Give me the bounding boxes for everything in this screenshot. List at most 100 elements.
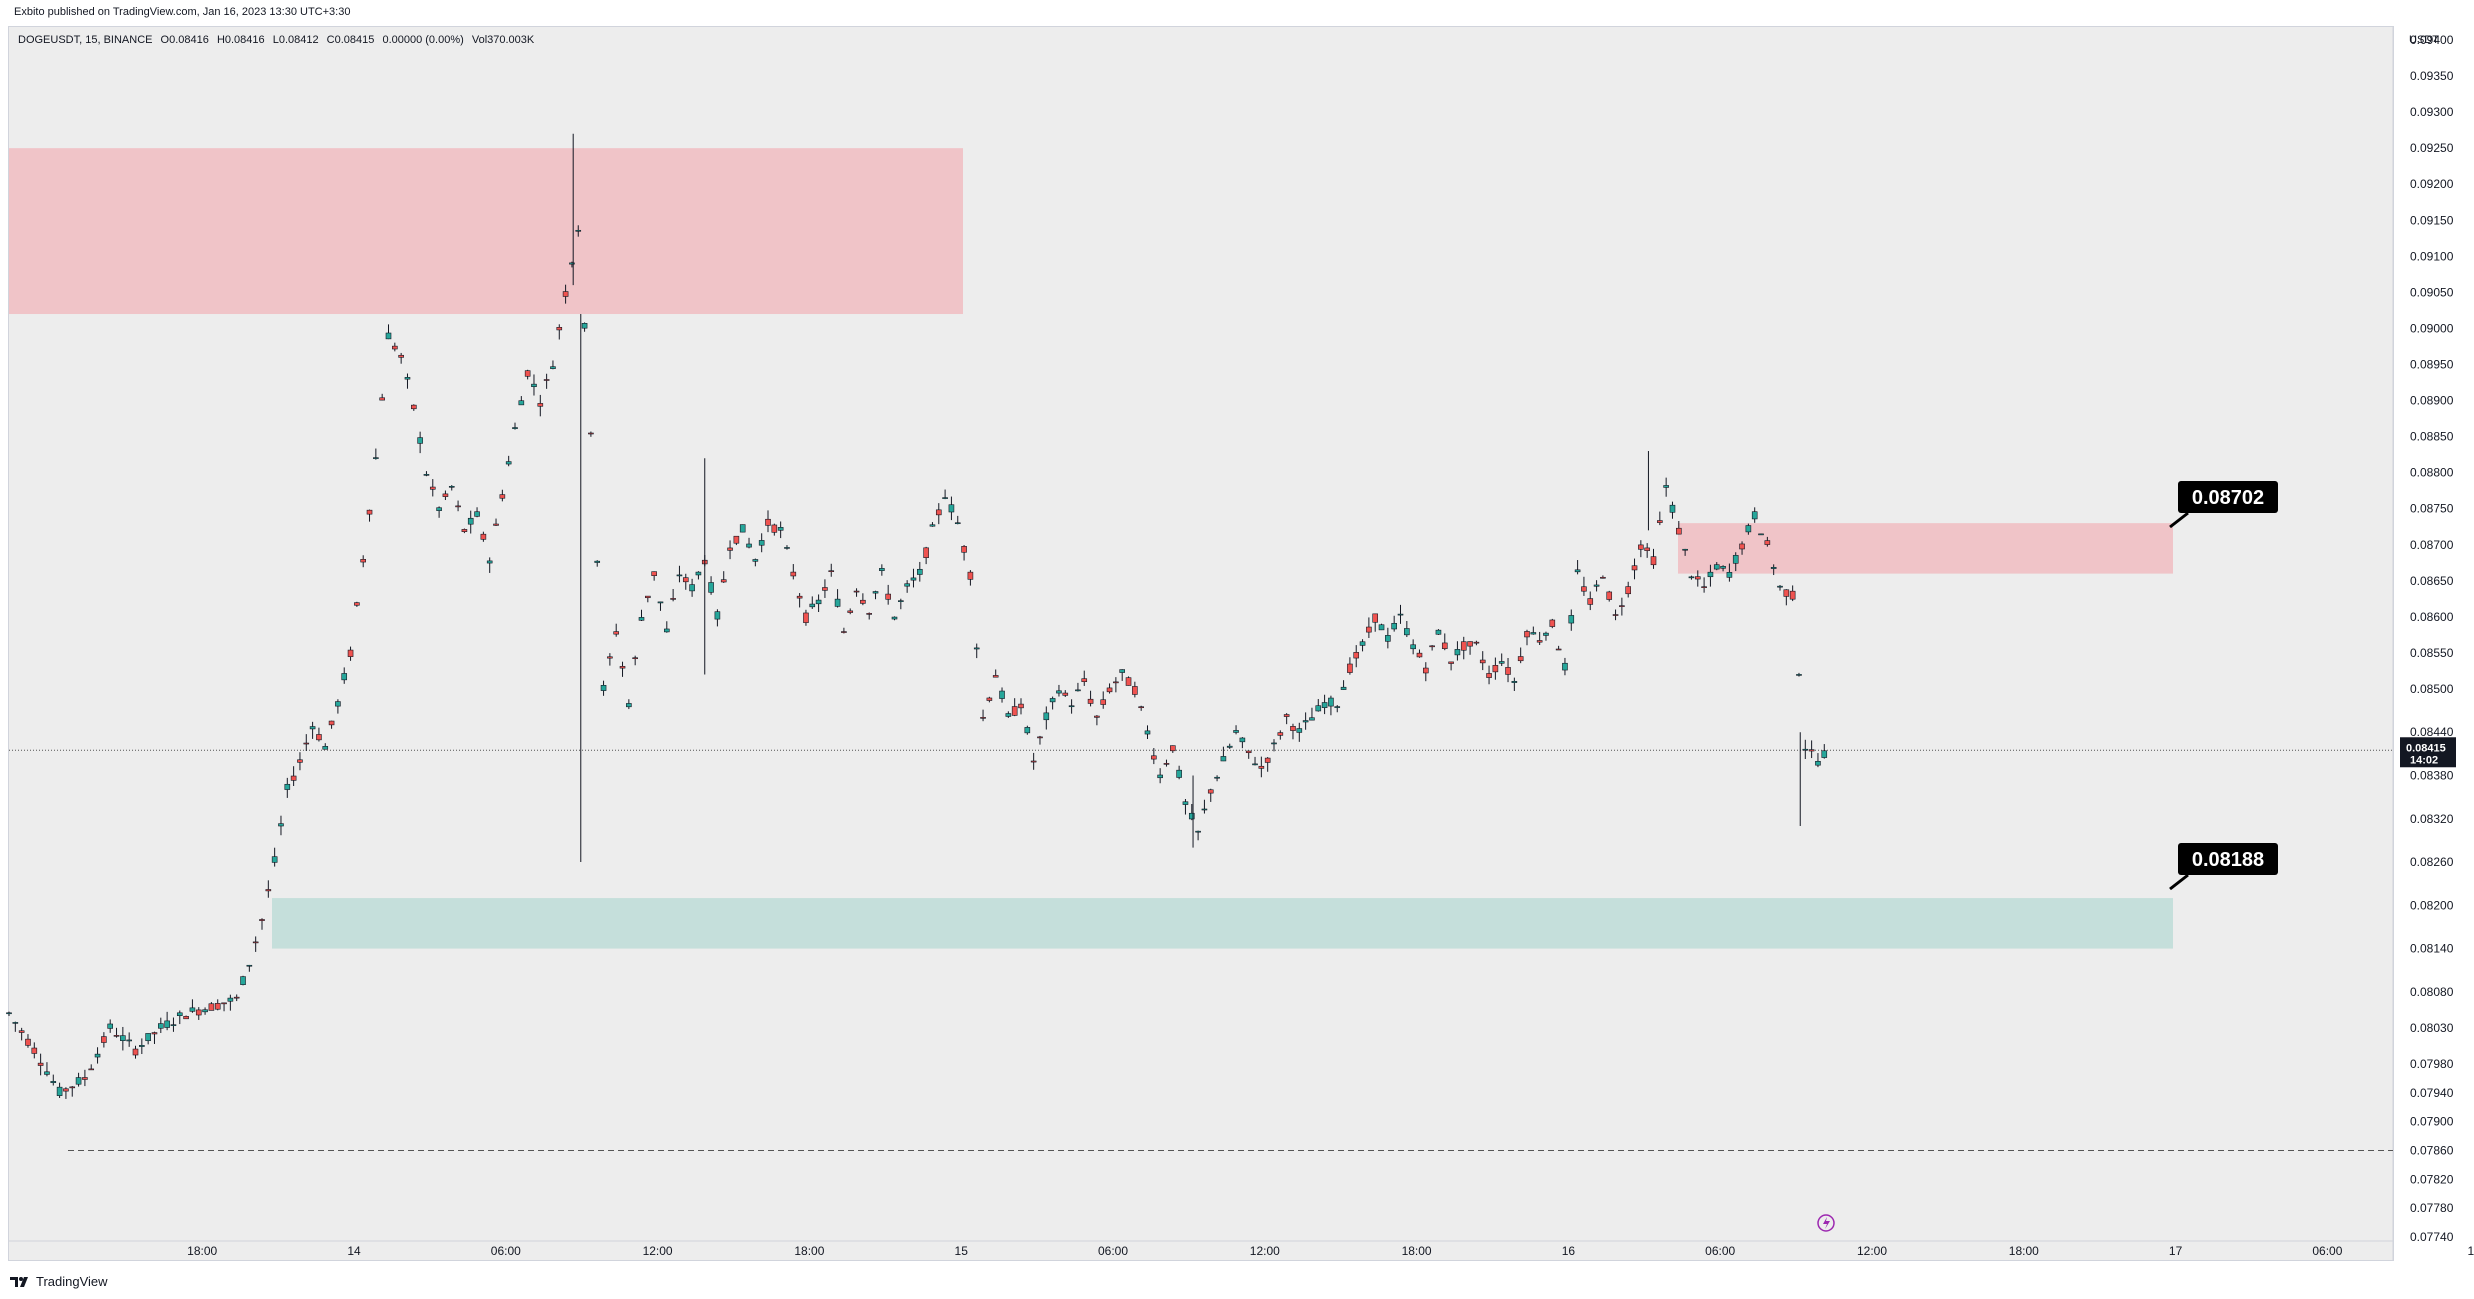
candle-down — [1479, 659, 1486, 664]
candle-up — [1404, 628, 1410, 636]
candle-up — [1707, 571, 1714, 578]
candle-down — [455, 505, 461, 508]
candle-up — [746, 543, 752, 548]
candle-down — [765, 518, 771, 526]
candle-down — [1789, 590, 1796, 600]
candle-down — [429, 486, 436, 490]
candle-down — [354, 602, 360, 606]
candle-down — [1625, 586, 1631, 595]
candle-down — [1366, 626, 1372, 633]
candle-up — [1543, 632, 1549, 636]
candle-down — [297, 759, 303, 763]
candle-up — [929, 524, 936, 527]
candle-down — [790, 571, 797, 577]
candle-up — [569, 262, 575, 265]
candle-up — [50, 1081, 57, 1083]
candle-up — [284, 783, 291, 790]
candle-up — [56, 1086, 63, 1096]
candle-down — [1473, 641, 1480, 644]
candle-down — [1536, 640, 1543, 643]
time-tick-label: 12:00 — [1250, 1244, 1280, 1258]
candle-up — [898, 600, 904, 602]
candle-down — [1460, 641, 1467, 651]
candle-up — [1682, 548, 1688, 551]
candle-down — [847, 610, 854, 613]
candle-down — [1505, 667, 1511, 675]
candle-down — [480, 533, 487, 540]
time-tick-label: 18:00 — [1402, 1244, 1432, 1258]
candle-up — [1732, 555, 1739, 564]
candle-down — [1087, 698, 1094, 704]
candle-down — [347, 649, 354, 657]
candle-up — [271, 856, 278, 863]
candle-up — [1530, 632, 1537, 635]
candle-down — [208, 1003, 215, 1011]
candle-up — [1233, 730, 1239, 733]
time-tick-label: 06:00 — [2312, 1244, 2342, 1258]
time-tick-label: 06:00 — [1705, 1244, 1735, 1258]
legend-high: H0.08416 — [216, 34, 265, 46]
candle-up — [1454, 649, 1461, 656]
price-tick-label: 0.08260 — [2410, 855, 2454, 869]
candle-up — [1378, 624, 1385, 631]
candle-up — [1340, 686, 1347, 690]
candle-down — [1138, 706, 1144, 709]
candle-down — [822, 587, 828, 591]
candle-down — [88, 1068, 95, 1071]
candle-up — [1321, 702, 1328, 708]
candle-up — [170, 1024, 177, 1026]
candle-up — [1777, 585, 1783, 588]
candle-up — [626, 703, 632, 708]
candle-down — [410, 404, 417, 410]
candle-down — [1657, 520, 1663, 523]
candle-down — [1018, 703, 1024, 709]
candle-down — [303, 742, 310, 745]
current-price-label: 0.08415 — [2406, 742, 2446, 754]
price-callout[interactable] — [2178, 843, 2278, 875]
candle-down — [935, 509, 942, 516]
candle-up — [1568, 615, 1575, 624]
candle-down — [619, 666, 626, 669]
candle-up — [784, 547, 790, 549]
candle-up — [1815, 760, 1821, 766]
candle-down — [1100, 699, 1107, 705]
candle-up — [1802, 748, 1809, 751]
candle-up — [714, 611, 721, 620]
price-tick-label: 0.07780 — [2410, 1201, 2454, 1215]
candle-up — [1574, 569, 1581, 573]
candle-up — [240, 976, 246, 985]
candle-up — [1182, 801, 1189, 805]
publish-info: Exbito published on TradingView.com, Jan… — [14, 6, 351, 18]
candle-down — [101, 1036, 107, 1043]
lightning-icon[interactable] — [1817, 1214, 1835, 1232]
time-tick-label: 18:00 — [2009, 1244, 2039, 1258]
candle-down — [1106, 687, 1113, 693]
price-tick-label: 0.08500 — [2410, 682, 2454, 696]
candle-up — [663, 628, 670, 633]
candle-up — [1296, 728, 1303, 733]
price-tick-label: 0.09150 — [2410, 213, 2454, 227]
footer: TradingView — [10, 1274, 108, 1289]
candle-up — [120, 1035, 126, 1041]
candle-up — [1663, 485, 1669, 488]
supply-zone-1 — [9, 148, 963, 315]
candle-down — [1739, 543, 1745, 550]
candle-down — [379, 397, 385, 401]
candle-up — [752, 559, 759, 562]
symbol-name[interactable]: DOGEUSDT, 15, BINANCE — [18, 34, 153, 46]
candle-down — [18, 1030, 25, 1033]
candle-down — [562, 291, 569, 297]
candle-up — [12, 1022, 19, 1024]
callout-pointer — [2169, 511, 2189, 529]
price-tick-label: 0.09300 — [2410, 105, 2454, 119]
candle-up — [834, 598, 841, 607]
price-callout[interactable] — [2178, 481, 2278, 513]
price-tick-label: 0.08600 — [2410, 610, 2454, 624]
candle-up — [739, 524, 746, 533]
time-tick-label: 12:00 — [1857, 1244, 1887, 1258]
candle-down — [986, 697, 993, 701]
candle-up — [657, 601, 664, 604]
candle-down — [524, 370, 531, 377]
candle-up — [486, 560, 493, 564]
